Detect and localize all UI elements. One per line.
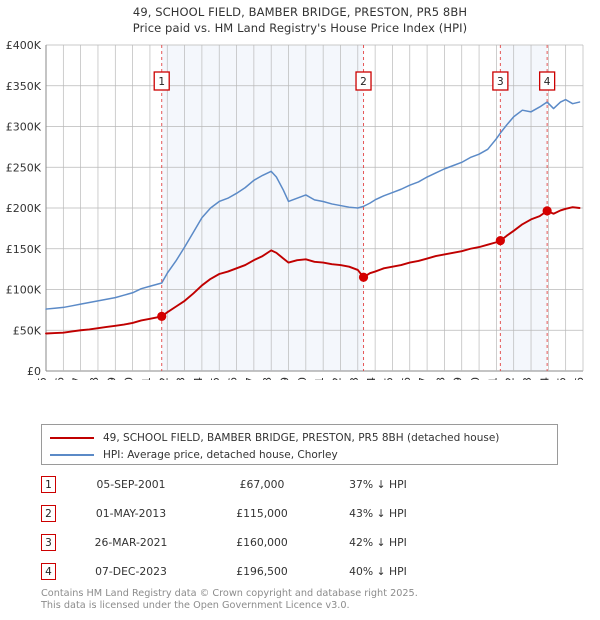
row-price-1: £67,000 <box>239 478 285 491</box>
svg-text:£300K: £300K <box>6 121 42 134</box>
table-row[interactable]: 3 26-MAR-2021 £160,000 42% ↓ HPI <box>41 528 501 557</box>
svg-text:2012: 2012 <box>330 377 343 380</box>
legend-item-hpi: HPI: Average price, detached house, Chor… <box>50 447 549 462</box>
svg-text:2002: 2002 <box>157 377 170 380</box>
svg-text:2015: 2015 <box>382 377 395 380</box>
price-history-chart: £0 £50K £100K £150K £200K £250K £300K £350K £400… <box>0 40 600 380</box>
svg-text:2003: 2003 <box>175 377 188 380</box>
svg-text:1995: 1995 <box>36 377 49 380</box>
svg-text:2022: 2022 <box>504 377 517 380</box>
table-row[interactable]: 1 05-SEP-2001 £67,000 37% ↓ HPI <box>41 470 501 499</box>
svg-text:2013: 2013 <box>348 377 361 380</box>
legend-label-property: 49, SCHOOL FIELD, BAMBER BRIDGE, PRESTON… <box>103 431 500 444</box>
svg-text:4: 4 <box>544 76 551 88</box>
y-axis-labels: £0 £50K £100K £150K £200K £250K £300K £350K £400… <box>6 40 42 378</box>
svg-text:£100K: £100K <box>6 284 42 297</box>
row-price-4: £196,500 <box>236 565 288 578</box>
svg-text:£350K: £350K <box>6 80 42 93</box>
svg-text:2004: 2004 <box>192 377 205 380</box>
svg-text:2000: 2000 <box>123 377 136 380</box>
svg-text:1998: 1998 <box>88 377 101 380</box>
svg-text:2026: 2026 <box>573 377 586 380</box>
svg-text:2021: 2021 <box>486 377 499 380</box>
legend-label-hpi: HPI: Average price, detached house, Chor… <box>103 448 338 461</box>
row-price-2: £115,000 <box>236 507 288 520</box>
svg-text:2007: 2007 <box>244 377 257 380</box>
row-badge-1: 1 <box>41 476 56 493</box>
x-axis-labels: 1995 1996 1997 1998 1999 2000 2001 2002 2003 2004… <box>36 377 586 380</box>
svg-text:2016: 2016 <box>400 377 413 380</box>
svg-text:2011: 2011 <box>313 377 326 380</box>
chart-canvas: £0 £50K £100K £150K £200K £250K £300K £350K £400… <box>6 40 586 380</box>
row-delta-3: 42% ↓ HPI <box>349 536 407 549</box>
svg-text:2025: 2025 <box>556 377 569 380</box>
legend-swatch-blue-icon <box>50 453 94 456</box>
svg-text:£50K: £50K <box>13 324 42 337</box>
svg-text:2014: 2014 <box>365 377 378 380</box>
svg-text:2018: 2018 <box>434 377 447 380</box>
svg-text:2023: 2023 <box>521 377 534 380</box>
svg-text:£400K: £400K <box>6 40 42 52</box>
row-delta-1: 37% ↓ HPI <box>349 478 407 491</box>
svg-text:2010: 2010 <box>296 377 309 380</box>
svg-text:3: 3 <box>497 76 504 88</box>
svg-text:2009: 2009 <box>279 377 292 380</box>
title-line-1: 49, SCHOOL FIELD, BAMBER BRIDGE, PRESTON… <box>132 5 468 19</box>
legend-item-property: 49, SCHOOL FIELD, BAMBER BRIDGE, PRESTON… <box>50 430 549 445</box>
svg-text:1997: 1997 <box>71 377 84 380</box>
row-date-1: 05-SEP-2001 <box>96 478 166 491</box>
row-badge-2: 2 <box>41 505 56 522</box>
copyright-footer: Contains HM Land Registry data © Crown c… <box>41 588 561 611</box>
svg-text:1996: 1996 <box>53 377 66 380</box>
svg-text:£250K: £250K <box>6 161 42 174</box>
svg-text:2: 2 <box>360 76 367 88</box>
row-date-3: 26-MAR-2021 <box>94 536 168 549</box>
page-title: 49, SCHOOL FIELD, BAMBER BRIDGE, PRESTON… <box>0 4 600 36</box>
title-line-2: Price paid vs. HM Land Registry's House … <box>132 21 468 35</box>
svg-text:2005: 2005 <box>209 377 222 380</box>
table-row[interactable]: 4 07-DEC-2023 £196,500 40% ↓ HPI <box>41 557 501 586</box>
footer-line-1: Contains HM Land Registry data © Crown c… <box>41 588 418 599</box>
sale-callout-badges[interactable]: 1 2 3 4 <box>153 71 556 91</box>
svg-text:£200K: £200K <box>6 202 42 215</box>
svg-text:2006: 2006 <box>227 377 240 380</box>
sale-point-markers[interactable] <box>157 45 552 371</box>
row-delta-4: 40% ↓ HPI <box>349 565 407 578</box>
svg-text:2019: 2019 <box>452 377 465 380</box>
table-row[interactable]: 2 01-MAY-2013 £115,000 43% ↓ HPI <box>41 499 501 528</box>
svg-text:£0: £0 <box>27 365 41 378</box>
svg-text:2024: 2024 <box>538 377 551 380</box>
chart-legend: 49, SCHOOL FIELD, BAMBER BRIDGE, PRESTON… <box>41 424 558 465</box>
row-date-4: 07-DEC-2023 <box>95 565 167 578</box>
svg-text:2020: 2020 <box>469 377 482 380</box>
row-badge-4: 4 <box>41 563 56 580</box>
transactions-table: 1 05-SEP-2001 £67,000 37% ↓ HPI 2 01-MAY… <box>41 470 501 586</box>
footer-line-2: This data is licensed under the Open Gov… <box>41 599 350 611</box>
svg-text:1: 1 <box>158 76 165 88</box>
svg-text:1999: 1999 <box>105 377 118 380</box>
row-delta-2: 43% ↓ HPI <box>349 507 407 520</box>
svg-text:£150K: £150K <box>6 243 42 256</box>
svg-text:2001: 2001 <box>140 377 153 380</box>
row-badge-3: 3 <box>41 534 56 551</box>
row-price-3: £160,000 <box>236 536 288 549</box>
svg-text:2017: 2017 <box>417 377 430 380</box>
legend-swatch-red-icon <box>50 436 94 439</box>
svg-text:2008: 2008 <box>261 377 274 380</box>
row-date-2: 01-MAY-2013 <box>95 507 167 520</box>
